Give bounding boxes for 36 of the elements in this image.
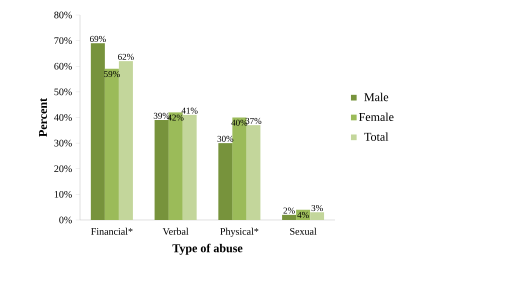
y-tick-label: 50% xyxy=(54,88,72,96)
bar xyxy=(282,214,296,220)
y-tick-label: 20% xyxy=(54,165,72,172)
data-label: 69% xyxy=(90,36,106,42)
data-label: 41% xyxy=(182,108,198,114)
data-label: 3% xyxy=(312,204,323,212)
bar xyxy=(182,114,197,220)
y-tick-label: 10% xyxy=(54,190,72,198)
data-label: 62% xyxy=(118,54,134,60)
bar xyxy=(246,125,260,220)
bar xyxy=(218,143,232,220)
bar xyxy=(90,43,105,220)
data-label: 59% xyxy=(104,71,120,78)
y-tick-label: 30% xyxy=(54,140,72,146)
x-tick-label: Sexual xyxy=(290,228,317,235)
x-axis-title: Type of abuse xyxy=(172,244,242,255)
data-label: 4% xyxy=(297,212,309,218)
bar xyxy=(154,120,169,220)
y-tick-label: 0% xyxy=(59,216,72,224)
legend-label: Total xyxy=(364,132,388,141)
legend-label: Female xyxy=(358,112,394,122)
bar xyxy=(168,112,183,220)
bar xyxy=(310,212,324,220)
x-tick-label: Financial* xyxy=(91,228,133,235)
y-tick-label: 40% xyxy=(54,114,72,121)
x-tick-label: Physical* xyxy=(220,228,258,237)
y-tick-label: 80% xyxy=(54,12,72,18)
data-label: 2% xyxy=(283,208,295,214)
legend-label: Male xyxy=(364,92,388,102)
x-tick-label: Verbal xyxy=(162,228,188,235)
bar xyxy=(232,117,246,220)
bar xyxy=(118,61,133,220)
bar xyxy=(104,68,119,220)
y-tick-label: 70% xyxy=(54,37,72,44)
y-tick-label: 60% xyxy=(54,62,72,70)
y-axis-title: Percent xyxy=(39,98,48,137)
